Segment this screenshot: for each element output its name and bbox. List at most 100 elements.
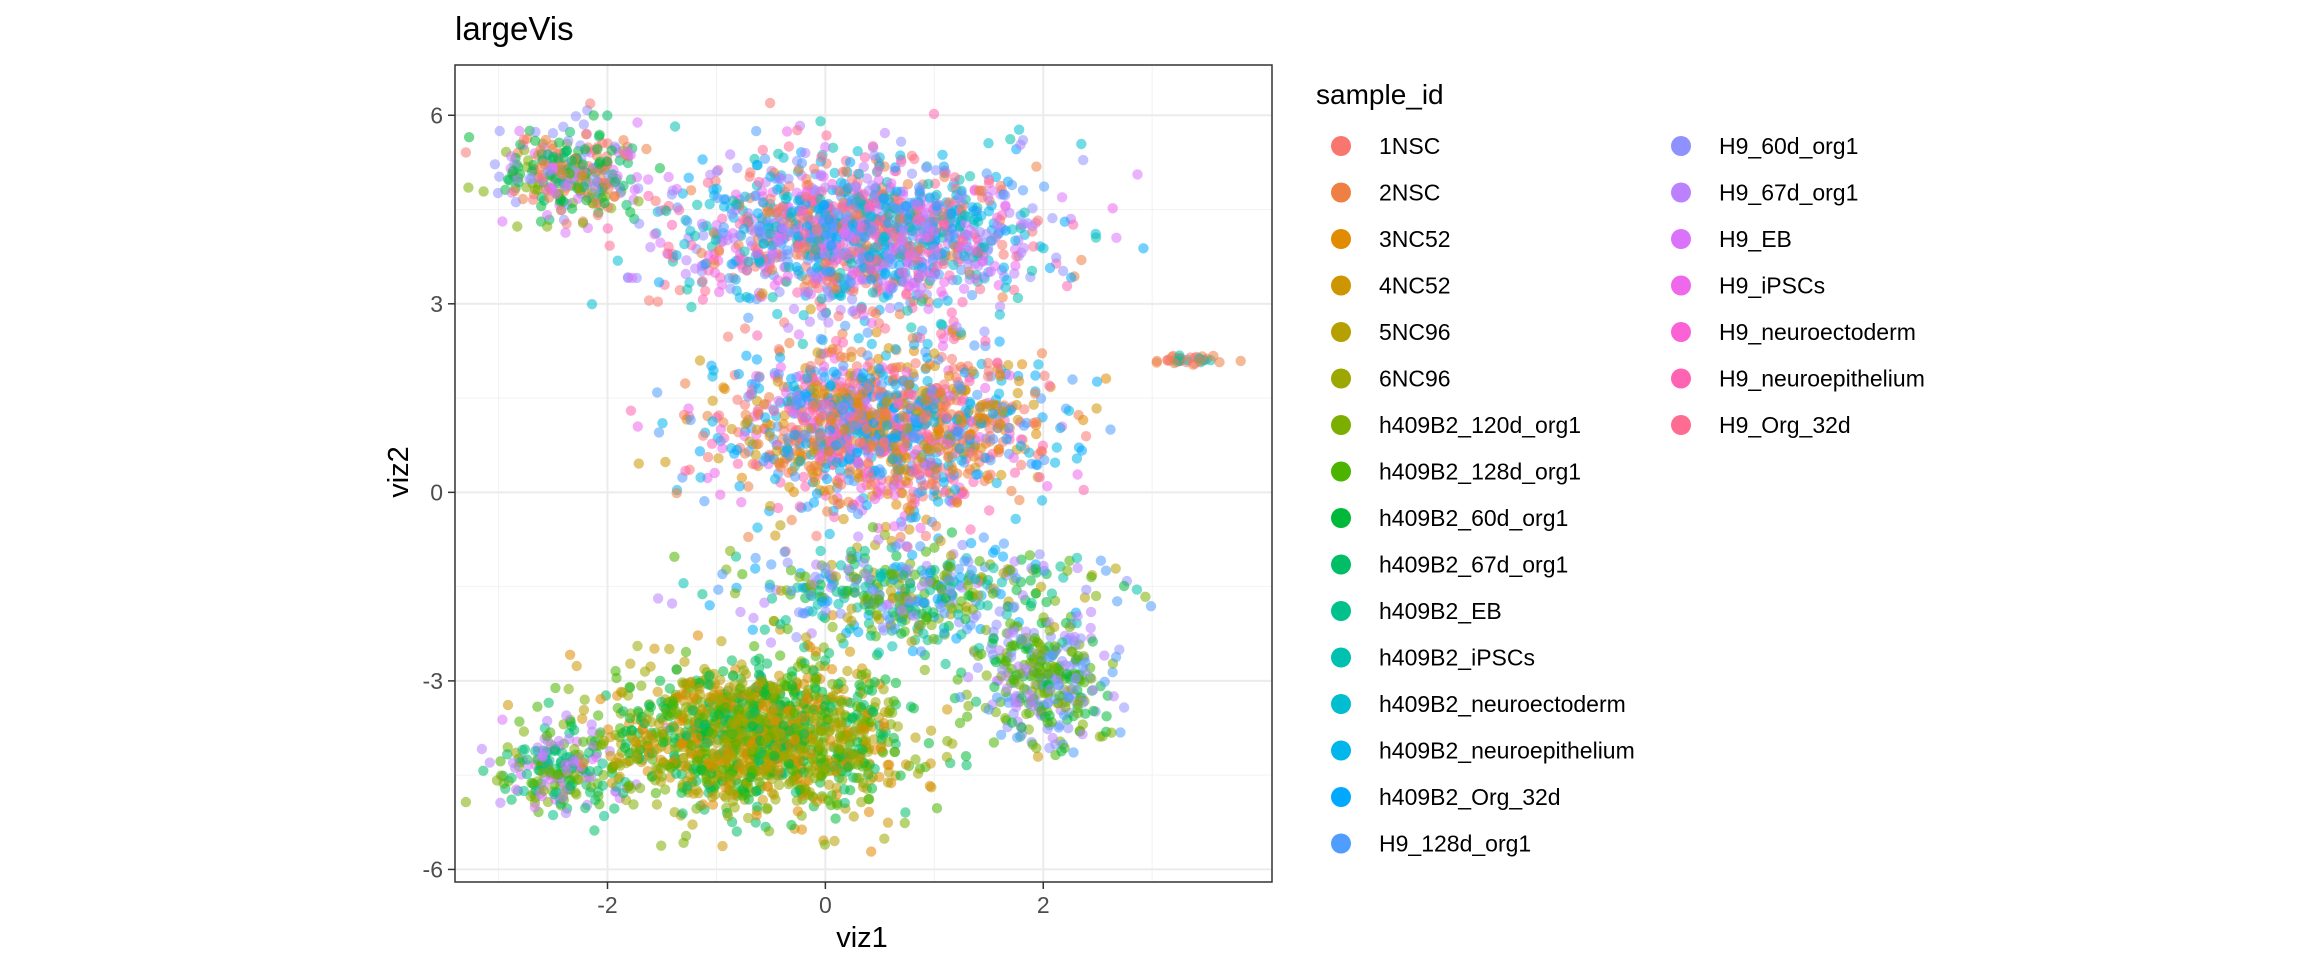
scatter-point [759, 597, 770, 608]
scatter-point [1151, 357, 1162, 368]
scatter-point [751, 810, 762, 821]
scatter-point [685, 677, 696, 688]
scatter-point [853, 333, 864, 344]
scatter-point [993, 388, 1005, 399]
scatter-point [965, 524, 976, 535]
scatter-point [937, 340, 949, 352]
scatter-point [1080, 431, 1092, 442]
scatter-point [1131, 584, 1143, 595]
scatter-point [1019, 404, 1030, 415]
scatter-point [923, 178, 934, 190]
scatter-point [1068, 219, 1079, 230]
scatter-point [895, 136, 907, 147]
scatter-point [1016, 247, 1027, 258]
scatter-point [564, 649, 576, 660]
scatter-point [963, 700, 974, 712]
scatter-point [829, 511, 840, 523]
scatter-point [1027, 203, 1038, 214]
scatter-point [764, 97, 776, 109]
scatter-point [882, 817, 894, 828]
scatter-point [1080, 657, 1091, 668]
scatter-point [1042, 697, 1054, 708]
scatter-point [641, 714, 652, 725]
scatter-point [820, 141, 831, 153]
scatter-point [955, 572, 966, 583]
scatter-point [974, 431, 985, 443]
scatter-point [729, 588, 741, 599]
scatter-point [752, 330, 763, 341]
scatter-point [529, 802, 541, 813]
scatter-point [819, 839, 831, 850]
scatter-point [478, 765, 489, 776]
scatter-point [1091, 376, 1103, 387]
scatter-point [1055, 422, 1066, 434]
scatter-point [1031, 742, 1042, 754]
scatter-point [1115, 727, 1126, 738]
scatter-point [798, 471, 809, 483]
scatter-point [766, 593, 778, 604]
scatter-point [966, 565, 978, 576]
scatter-point [925, 725, 937, 736]
scatter-point [1106, 727, 1117, 738]
scatter-point [920, 530, 932, 542]
scatter-point [964, 396, 975, 408]
scatter-point [750, 563, 761, 574]
scatter-point [933, 269, 944, 280]
scatter-point [827, 142, 839, 153]
scatter-point [768, 405, 780, 417]
scatter-point [723, 811, 734, 822]
scatter-point [807, 606, 818, 617]
scatter-point [853, 274, 865, 286]
scatter-point [1090, 590, 1102, 602]
scatter-point [463, 132, 475, 143]
scatter-point [915, 541, 926, 552]
scatter-point [865, 472, 876, 483]
scatter-point [702, 451, 714, 463]
scatter-point [947, 464, 958, 476]
scatter-point [834, 498, 846, 509]
scatter-point [750, 552, 761, 564]
scatter-point [713, 453, 724, 464]
scatter-point [888, 480, 899, 492]
scatter-point [845, 546, 857, 557]
scatter-point [895, 770, 906, 781]
scatter-point [783, 141, 795, 152]
scatter-point [903, 259, 914, 270]
scatter-point [829, 167, 840, 179]
scatter-point [845, 697, 856, 708]
scatter-point [869, 677, 880, 688]
scatter-point [944, 232, 955, 244]
scatter-point [782, 256, 793, 267]
scatter-point [996, 469, 1007, 481]
scatter-point [799, 429, 810, 441]
scatter-point [880, 521, 891, 533]
scatter-point [1036, 348, 1048, 359]
scatter-point [994, 301, 1006, 312]
scatter-point [1067, 374, 1078, 385]
scatter-point [717, 568, 728, 580]
scatter-point [861, 173, 873, 184]
scatter-point [858, 699, 869, 711]
scatter-point [900, 759, 912, 770]
scatter-point [837, 774, 848, 785]
scatter-point [808, 437, 820, 448]
scatter-point [887, 641, 898, 652]
scatter-point [625, 658, 636, 669]
scatter-point [791, 187, 802, 198]
scatter-point [731, 738, 742, 750]
scatter-point [942, 704, 953, 715]
scatter-point [735, 682, 746, 694]
scatter-point [666, 219, 678, 231]
scatter-point [707, 416, 718, 427]
scatter-point [1053, 680, 1064, 691]
scatter-point [1077, 729, 1088, 740]
scatter-point [754, 777, 765, 788]
scatter-point [823, 317, 834, 328]
scatter-point [598, 738, 609, 750]
scatter-point [666, 189, 678, 200]
scatter-point [733, 368, 744, 380]
scatter-point [906, 636, 917, 647]
scatter-point [875, 742, 887, 754]
scatter-point [665, 761, 676, 773]
scatter-point [743, 481, 754, 492]
